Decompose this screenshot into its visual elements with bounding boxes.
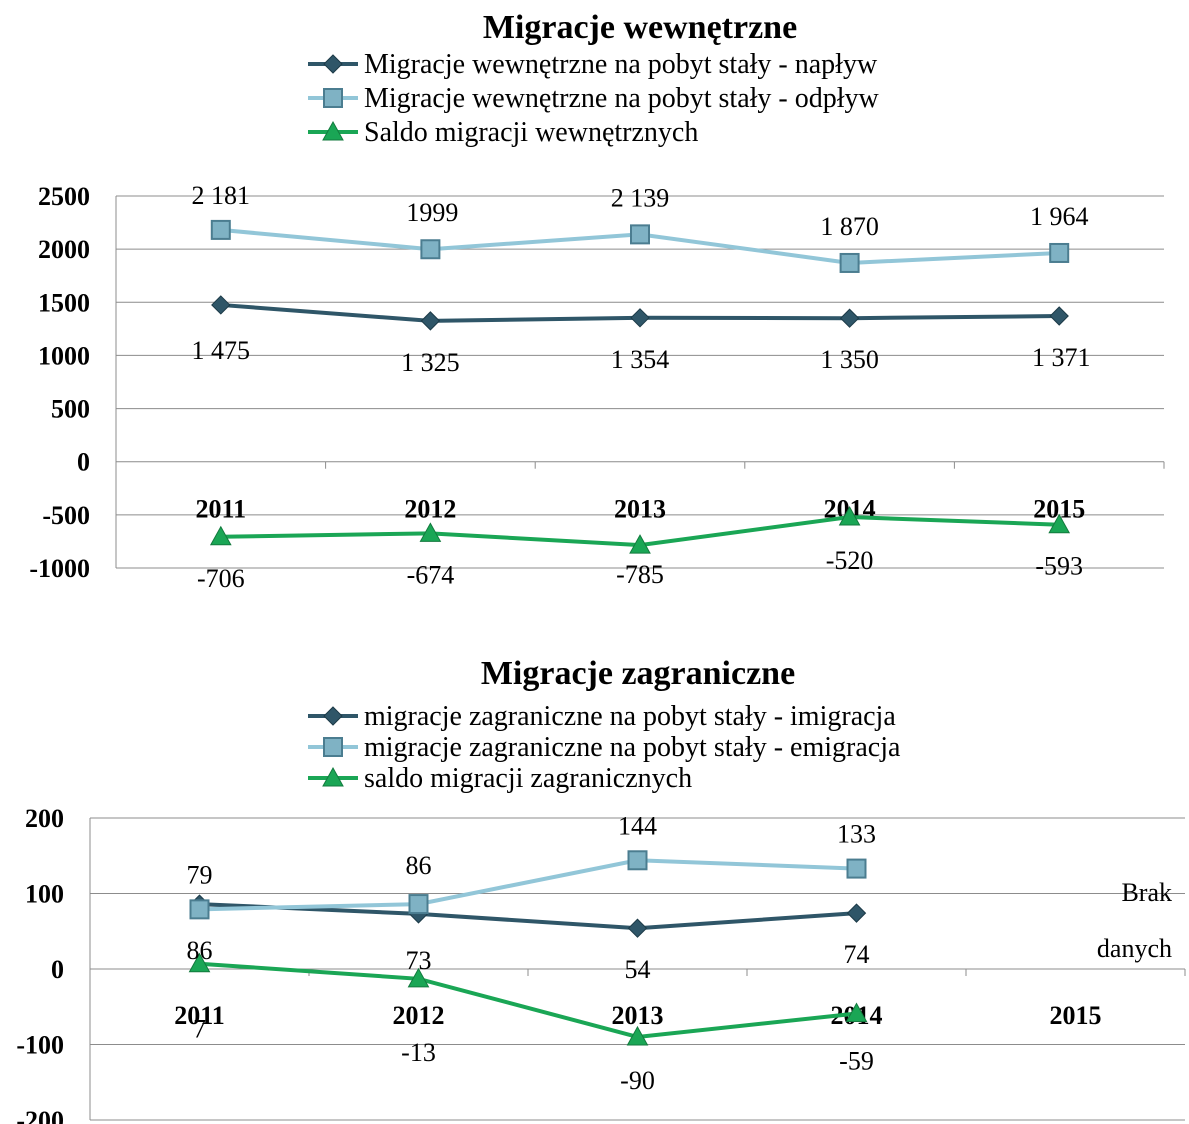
- data-label: 7: [193, 1015, 206, 1044]
- data-label: 1 354: [611, 345, 670, 374]
- data-label: -13: [401, 1038, 436, 1067]
- legend-label: migracje zagraniczne na pobyt stały - im…: [364, 701, 896, 732]
- y-tick-label: 0: [51, 955, 64, 984]
- data-label: -593: [1035, 552, 1083, 581]
- data-point: [845, 1002, 868, 1023]
- data-label: 1 964: [1030, 202, 1089, 231]
- legend-label: Migracje wewnętrzne na pobyt stały - nap…: [364, 49, 878, 80]
- legend-label: migracje zagraniczne na pobyt stały - em…: [364, 732, 901, 763]
- data-label: 133: [837, 820, 876, 849]
- data-label: -90: [620, 1066, 655, 1095]
- data-label: 1 350: [820, 345, 879, 374]
- data-point: [629, 534, 651, 554]
- x-tick-label: 2011: [196, 495, 247, 524]
- data-label: -59: [839, 1047, 874, 1076]
- series-line: [199, 902, 857, 931]
- y-tick-label: -500: [42, 501, 90, 530]
- data-point: [839, 252, 860, 273]
- data-point: [839, 308, 860, 328]
- data-point: [627, 850, 648, 871]
- chart-title: Migracje zagraniczne: [481, 655, 795, 692]
- data-point: [627, 918, 648, 938]
- data-label: 2 139: [611, 183, 670, 212]
- data-label: 1 371: [1032, 343, 1091, 372]
- data-point: [846, 903, 867, 923]
- no-data-note: Brak: [1121, 878, 1172, 907]
- data-point: [210, 219, 231, 240]
- y-tick-label: 1500: [38, 288, 90, 317]
- data-point: [630, 308, 650, 328]
- data-point: [407, 967, 430, 988]
- data-point: [1049, 242, 1070, 263]
- y-tick-label: 2500: [38, 182, 90, 211]
- data-label: -785: [616, 560, 664, 589]
- y-tick-label: 500: [51, 395, 90, 424]
- y-tick-label: 1000: [38, 341, 90, 370]
- y-tick-label: 2000: [38, 235, 90, 264]
- data-point: [1049, 306, 1069, 326]
- data-point: [408, 894, 429, 915]
- data-point: [1048, 513, 1071, 534]
- data-point: [420, 311, 441, 331]
- data-label: 1 475: [192, 336, 251, 365]
- y-tick-label: -100: [16, 1031, 64, 1060]
- data-label: -674: [407, 560, 455, 589]
- series-line: [199, 858, 857, 912]
- data-label: -520: [826, 546, 874, 575]
- legend-label: Migracje wewnętrzne na pobyt stały - odp…: [364, 83, 880, 114]
- chart-title: Migracje wewnętrzne: [483, 9, 797, 46]
- data-label: 74: [844, 940, 870, 969]
- x-tick-label: 2015: [1050, 1001, 1102, 1030]
- data-label: 86: [406, 851, 432, 880]
- legend-marker: [323, 88, 343, 108]
- data-point: [211, 295, 231, 315]
- x-tick-label: 2012: [393, 1001, 445, 1030]
- legend-marker: [323, 706, 343, 726]
- data-label: 144: [618, 811, 657, 840]
- legend-marker: [322, 120, 344, 141]
- data-label: 1 870: [820, 212, 879, 241]
- data-label: 86: [187, 936, 213, 965]
- x-tick-label: 2013: [612, 1001, 664, 1030]
- y-tick-label: 200: [25, 804, 64, 833]
- data-point: [209, 525, 232, 546]
- data-label: 79: [187, 860, 213, 889]
- data-point: [189, 899, 210, 920]
- chart-internal-migration: Migracje wewnętrzne Migracje wewnętrzne n…: [29, 9, 1165, 593]
- data-point: [630, 224, 650, 245]
- data-label: 2 181: [192, 181, 251, 210]
- y-tick-label: 100: [25, 880, 64, 909]
- series-line: [199, 961, 857, 1039]
- data-label: 54: [625, 955, 651, 984]
- data-label: 1999: [406, 198, 458, 227]
- data-point: [188, 952, 211, 973]
- y-tick-label: -1000: [29, 554, 90, 583]
- data-label: -706: [197, 564, 245, 593]
- legend-marker: [323, 737, 343, 757]
- legend-label: saldo migracji zagranicznych: [364, 763, 692, 794]
- legend-label: Saldo migracji wewnętrznych: [364, 117, 698, 148]
- data-label: 73: [406, 946, 432, 975]
- no-data-note: danych: [1097, 934, 1172, 963]
- data-label: 1 325: [401, 348, 460, 377]
- chart-foreign-svg: Migracje zagraniczne migracje zagraniczne…: [16, 655, 1186, 1124]
- data-point: [420, 239, 441, 260]
- chart-foreign-migration: Migracje zagraniczne migracje zagraniczne…: [0, 640, 1189, 1124]
- data-point: [838, 505, 861, 526]
- data-point: [846, 858, 867, 879]
- x-tick-label: 2013: [614, 495, 666, 524]
- y-tick-label: 0: [77, 448, 90, 477]
- data-point: [626, 1025, 649, 1046]
- legend-marker: [323, 54, 343, 74]
- x-tick-label: 2011: [174, 1001, 225, 1030]
- legend-marker: [322, 766, 344, 787]
- data-point: [419, 522, 442, 542]
- y-tick-label: -200: [16, 1106, 64, 1124]
- x-tick-label: 2012: [404, 495, 456, 524]
